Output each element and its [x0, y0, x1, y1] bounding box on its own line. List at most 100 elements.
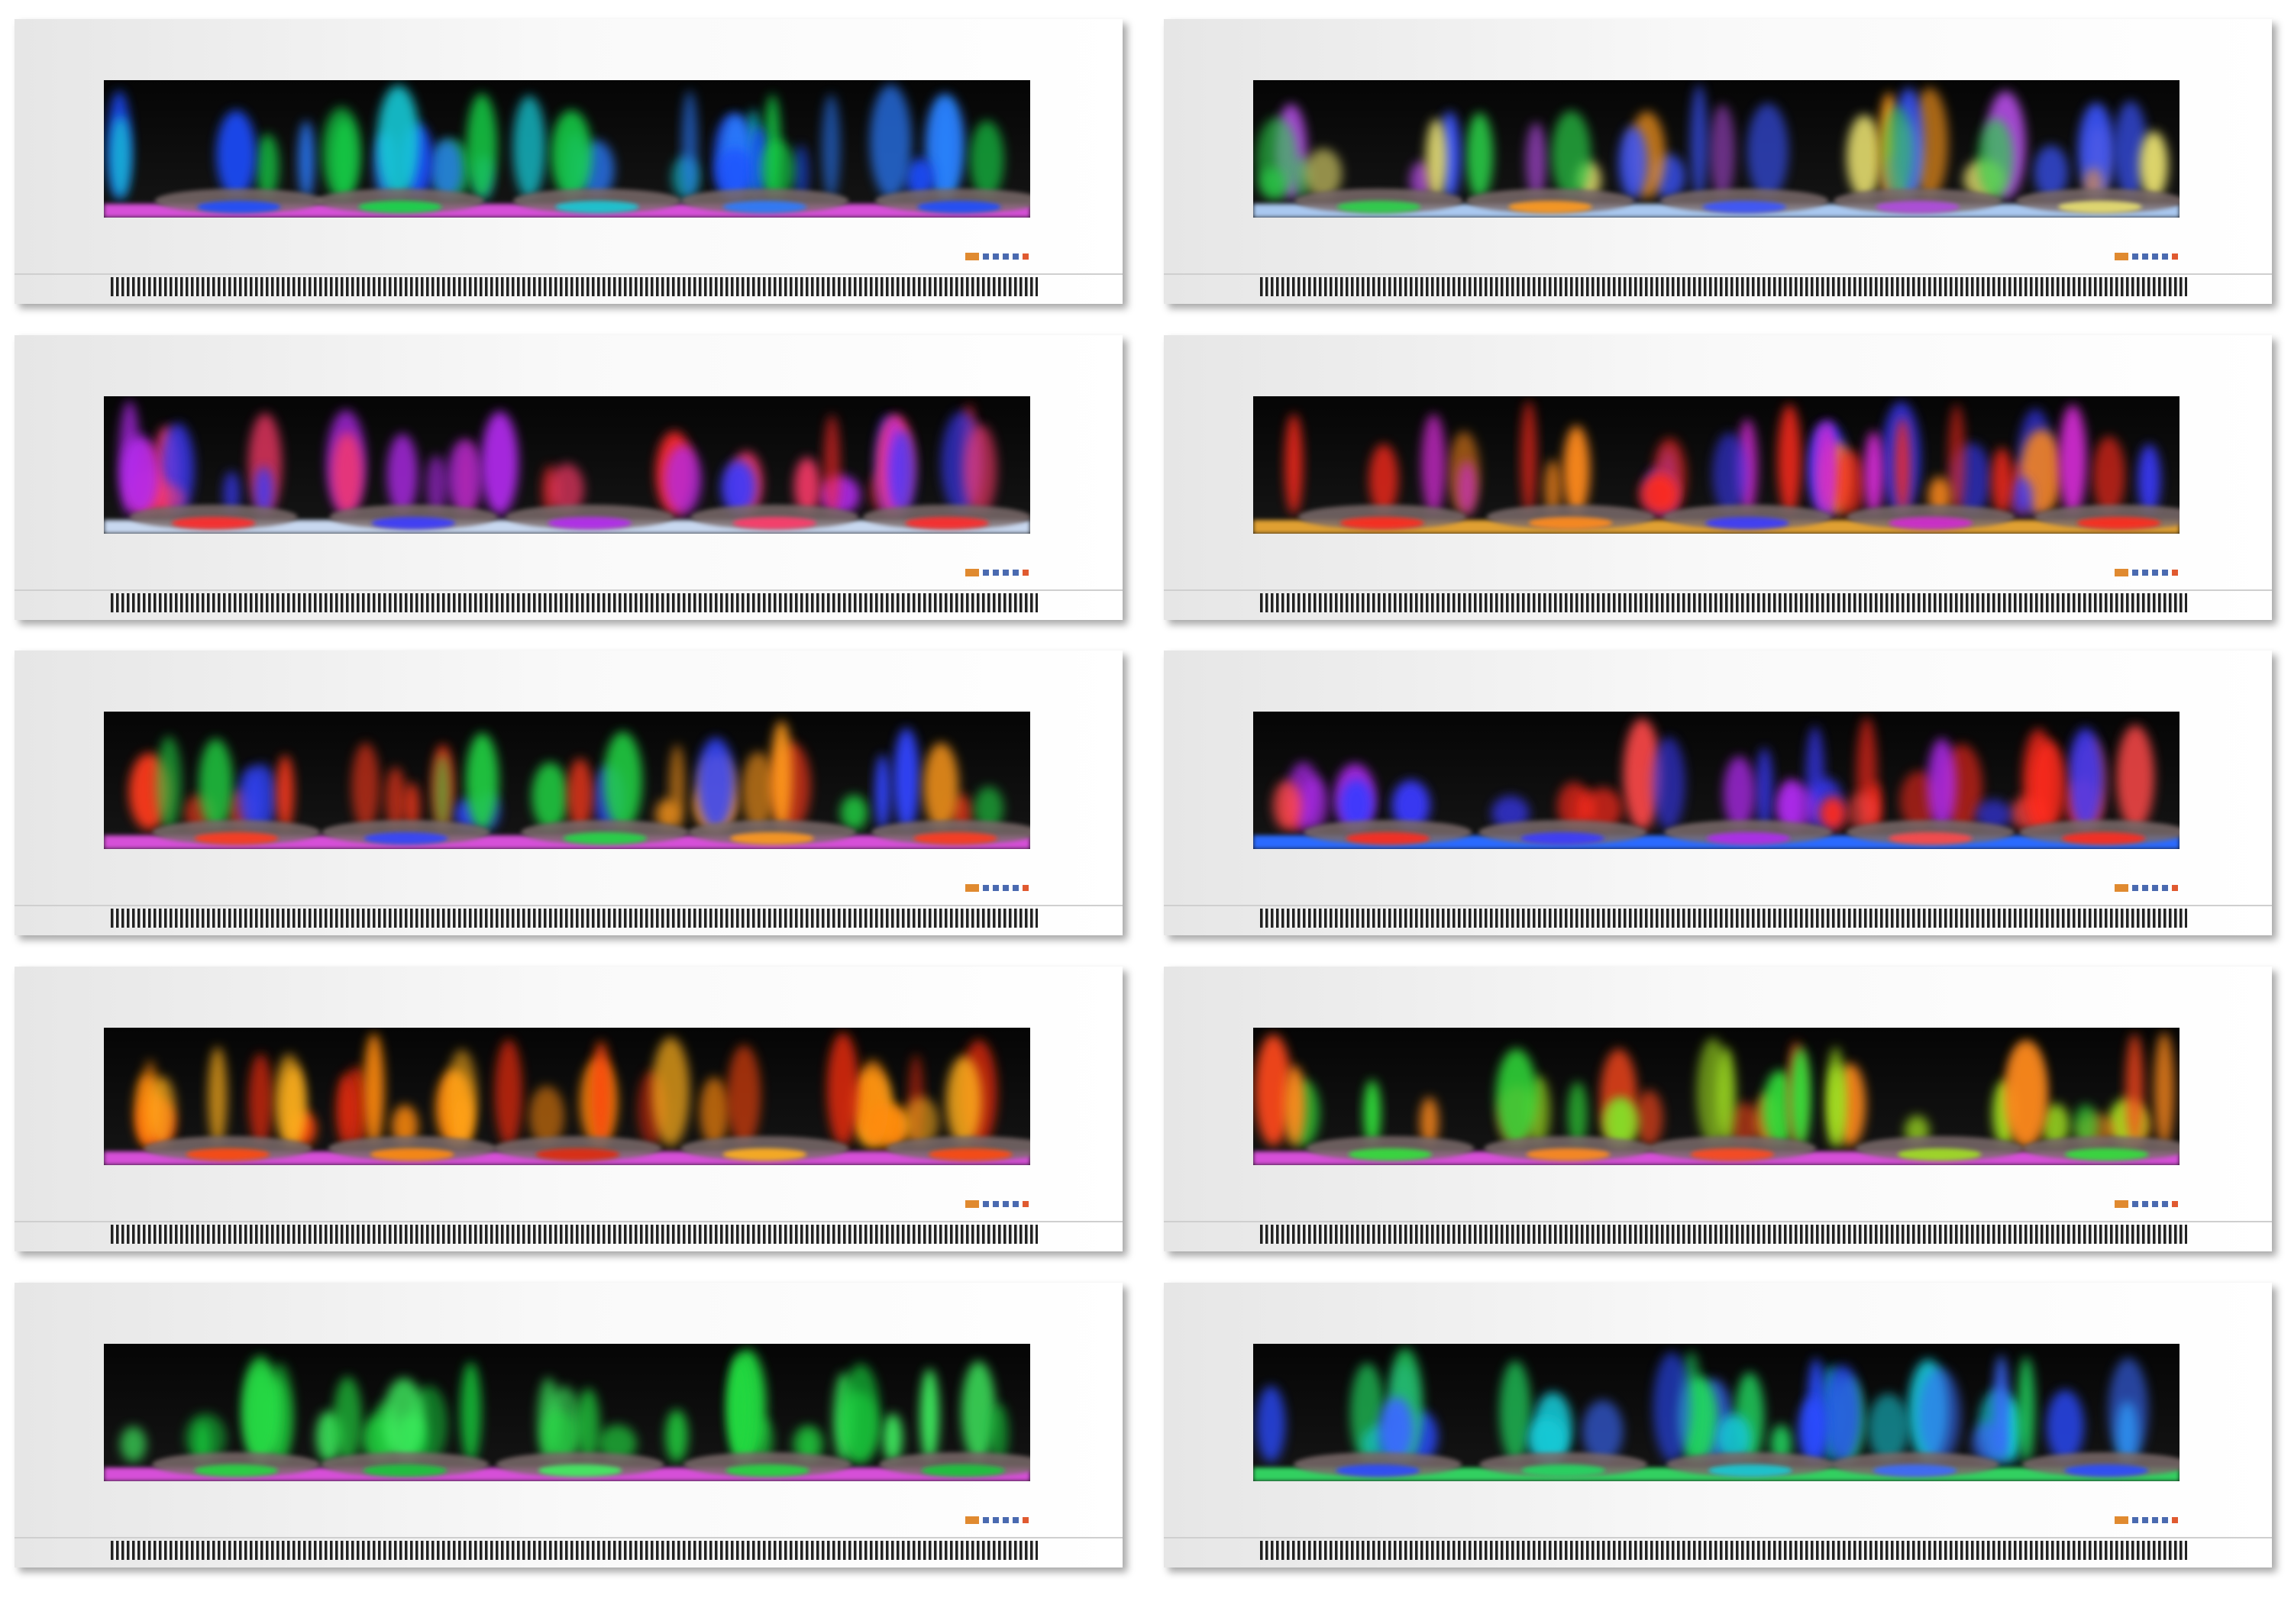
log-glow — [732, 517, 817, 529]
control-icon — [1023, 1517, 1029, 1523]
log-glow — [722, 201, 807, 213]
flame — [1567, 1081, 1588, 1146]
log-glow — [357, 201, 442, 213]
flame-layer — [1253, 1032, 2180, 1165]
flame — [1363, 1080, 1381, 1146]
flame — [447, 438, 483, 515]
log-glow — [2064, 1464, 2149, 1477]
flame — [1709, 104, 1735, 199]
log-glow — [535, 1148, 620, 1161]
flame — [893, 728, 920, 830]
flame — [1690, 84, 1708, 199]
flame — [425, 455, 448, 515]
heater-grille — [1260, 1225, 2187, 1244]
flame — [1551, 110, 1591, 199]
flame — [793, 457, 821, 515]
control-icon — [993, 885, 999, 891]
flame — [1378, 1396, 1414, 1462]
flame — [2031, 740, 2066, 830]
flame — [199, 738, 234, 830]
flame — [1777, 404, 1801, 515]
flame — [147, 1076, 176, 1146]
flame — [1391, 780, 1430, 830]
control-icon — [2162, 885, 2168, 891]
control-icon — [2152, 885, 2158, 891]
control-icon — [993, 1517, 999, 1523]
flame — [280, 1066, 306, 1146]
control-icon — [2152, 1517, 2158, 1523]
flame-layer — [104, 1032, 1030, 1165]
control-icon — [965, 1200, 979, 1208]
flame — [528, 1086, 564, 1146]
log-glow — [1708, 1464, 1792, 1477]
control-icon — [1003, 885, 1009, 891]
log-glow — [371, 517, 456, 529]
log-glow — [1521, 1464, 1606, 1477]
flame — [603, 731, 642, 830]
flame — [793, 144, 809, 199]
flame — [376, 85, 420, 199]
heater-grille — [1260, 593, 2187, 612]
control-icon — [1003, 1201, 1009, 1207]
control-icon — [2115, 569, 2128, 576]
log-glow — [1348, 1148, 1433, 1161]
control-icon — [965, 884, 979, 892]
flame — [1259, 167, 1286, 199]
flame — [383, 1377, 425, 1462]
flame — [254, 467, 273, 515]
flame — [1846, 793, 1877, 830]
control-icon — [1023, 1201, 1029, 1207]
flame — [237, 767, 265, 830]
control-icon — [983, 570, 989, 576]
log-glow — [1889, 517, 1973, 529]
control-icon — [1013, 885, 1019, 891]
flame — [1716, 1413, 1751, 1462]
flame — [889, 430, 916, 515]
log-glow — [1526, 1148, 1611, 1161]
log-glow — [2064, 1148, 2149, 1161]
control-icon — [983, 1201, 989, 1207]
fireplace — [15, 967, 1123, 1251]
log-glow — [2057, 201, 2142, 213]
log-glow — [1528, 517, 1613, 529]
control-icon — [2132, 1517, 2138, 1523]
flame — [728, 1355, 752, 1462]
fireplace — [1164, 335, 2272, 620]
flame — [2058, 405, 2087, 515]
log-glow — [563, 832, 648, 844]
control-icon — [1013, 1201, 1019, 1207]
flame — [156, 736, 182, 830]
control-icon — [983, 885, 989, 891]
heater-grille — [111, 909, 1038, 928]
flame — [882, 1413, 903, 1462]
control-icon — [2132, 570, 2138, 576]
flame — [1867, 1393, 1909, 1462]
control-icon — [2162, 1201, 2168, 1207]
log-glow — [186, 1148, 270, 1161]
control-icon — [2142, 570, 2148, 576]
flame — [403, 782, 420, 830]
flame — [1284, 413, 1304, 515]
flame — [591, 1041, 611, 1146]
control-icon — [993, 253, 999, 260]
control-icon — [2142, 253, 2148, 260]
flame — [970, 120, 1004, 199]
log-glow — [1346, 832, 1430, 844]
log-glow — [1702, 201, 1787, 213]
heater-grille — [1260, 909, 2187, 928]
flame — [1977, 118, 2014, 199]
flame — [185, 1413, 227, 1462]
log-glow — [725, 1464, 810, 1477]
flame — [842, 1364, 880, 1462]
flame — [1812, 423, 1833, 515]
flame-layer — [1253, 400, 2180, 534]
flame — [1583, 787, 1623, 830]
control-icon — [2115, 1516, 2128, 1524]
flame — [771, 720, 793, 830]
control-icon — [965, 1516, 979, 1524]
control-icon — [2115, 884, 2128, 892]
flame — [1272, 780, 1301, 830]
flame — [446, 1049, 478, 1146]
flame — [2114, 100, 2147, 199]
